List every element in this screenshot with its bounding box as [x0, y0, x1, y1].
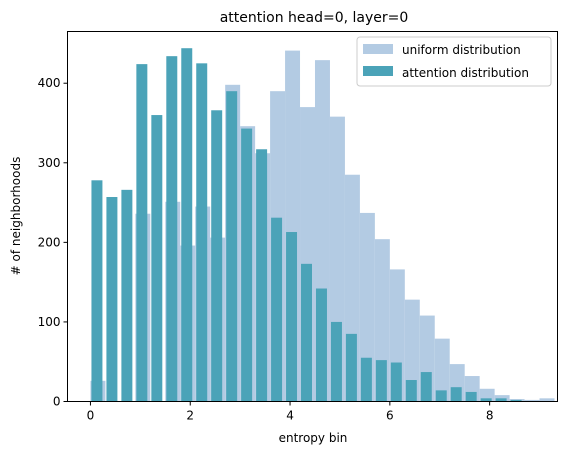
attention-bar	[286, 232, 297, 401]
x-tick-label: 0	[87, 409, 95, 423]
y-tick-label: 300	[38, 156, 61, 170]
legend-swatch-uniform	[363, 44, 393, 54]
attention-bar	[346, 334, 357, 402]
x-tick-label: 2	[186, 409, 194, 423]
attention-bar	[91, 180, 102, 401]
attention-bar	[121, 190, 132, 402]
attention-bar	[136, 64, 147, 401]
x-tick-label: 6	[386, 409, 394, 423]
legend-label-attention: attention distribution	[402, 66, 529, 80]
x-axis-ticks: 0 2 4 6 8	[87, 402, 494, 423]
x-axis-label: entropy bin	[279, 431, 348, 445]
attention-bar	[436, 390, 447, 401]
y-tick-label: 0	[53, 395, 61, 409]
attention-bar	[406, 380, 417, 401]
attention-bar	[256, 149, 267, 401]
x-tick-label: 8	[486, 409, 494, 423]
attention-bar	[241, 129, 252, 402]
attention-bar	[421, 372, 432, 401]
attention-bar	[466, 392, 477, 402]
attention-bar	[151, 115, 162, 401]
legend-label-uniform: uniform distribution	[402, 43, 521, 57]
bars-layer	[90, 48, 554, 401]
attention-bar	[361, 358, 372, 402]
x-tick-label: 4	[286, 409, 294, 423]
attention-bar	[211, 110, 222, 401]
attention-bar	[316, 289, 327, 402]
y-tick-label: 200	[38, 235, 61, 249]
attention-bar	[301, 264, 312, 402]
legend-swatch-attention	[363, 66, 393, 76]
attention-bar	[376, 360, 387, 401]
attention-bar	[226, 91, 237, 401]
attention-bar	[391, 363, 402, 402]
attention-bar	[181, 48, 192, 401]
y-axis-ticks: 0 100 200 300 400	[38, 76, 68, 408]
attention-bar	[271, 218, 282, 402]
chart-title: attention head=0, layer=0	[220, 10, 409, 26]
attention-bar	[106, 197, 117, 401]
legend: uniform distribution attention distribut…	[357, 37, 551, 86]
y-tick-label: 100	[38, 315, 61, 329]
y-tick-label: 400	[38, 76, 61, 90]
attention-bar	[166, 56, 177, 401]
attention-bar	[196, 63, 207, 401]
attention-bar	[451, 387, 462, 401]
attention-bar	[331, 322, 342, 402]
y-axis-label: # of neighborhoods	[9, 157, 23, 276]
